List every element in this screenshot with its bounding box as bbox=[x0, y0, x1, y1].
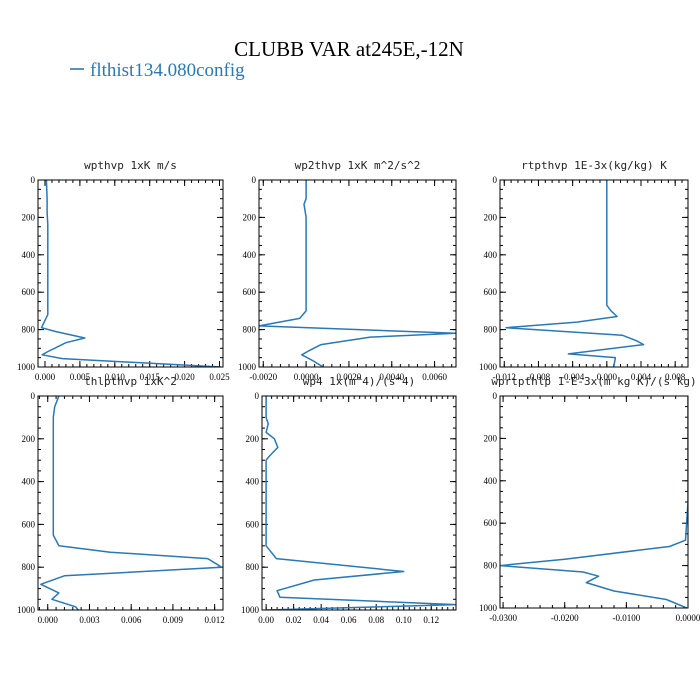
x-tick-label: 0.000 bbox=[38, 615, 59, 625]
y-tick-label: 400 bbox=[243, 250, 257, 260]
y-tick-label: 0 bbox=[493, 175, 498, 185]
plot-frame bbox=[258, 179, 457, 368]
x-tick-label: 0.10 bbox=[396, 615, 412, 625]
panel-title: thlpthvp 1xK^2 bbox=[84, 375, 177, 388]
figure-title: CLUBB VAR at245E,-12N bbox=[234, 37, 464, 61]
x-tick-label: 0.003 bbox=[79, 615, 100, 625]
legend: flthist134.080config bbox=[70, 60, 245, 81]
plot-frame bbox=[37, 395, 224, 611]
y-tick-label: 200 bbox=[484, 433, 498, 443]
profile-line bbox=[500, 396, 688, 608]
x-tick-label: 0.00 bbox=[258, 615, 274, 625]
plot-frame bbox=[499, 395, 689, 609]
x-tick-label: 0.015 bbox=[140, 372, 161, 382]
y-tick-label: 400 bbox=[484, 250, 498, 260]
y-tick-label: 1000 bbox=[17, 362, 36, 372]
y-tick-label: 400 bbox=[22, 250, 36, 260]
plot-frame bbox=[37, 179, 224, 368]
y-tick-label: 200 bbox=[22, 434, 36, 444]
x-tick-label: 0.012 bbox=[205, 615, 225, 625]
y-tick-label: 200 bbox=[246, 434, 260, 444]
y-tick-label: 800 bbox=[246, 562, 260, 572]
y-tick-label: 800 bbox=[484, 325, 498, 335]
y-tick-label: 0 bbox=[493, 391, 498, 401]
y-tick-label: 200 bbox=[243, 212, 257, 222]
profile-line bbox=[265, 396, 456, 610]
panel-title: wp2thvp 1xK m^2/s^2 bbox=[295, 159, 421, 172]
x-tick-label: 0.006 bbox=[121, 615, 142, 625]
panel-2: wp2thvp 1xK m^2/s^2 0 200 400 600 800 1000-0.0… bbox=[238, 159, 457, 382]
y-tick-label: 1000 bbox=[479, 362, 498, 372]
x-tick-label: -0.004 bbox=[561, 372, 585, 382]
x-tick-label: 0.000 bbox=[35, 372, 56, 382]
x-tick-label: 0.009 bbox=[163, 615, 184, 625]
y-tick-label: 400 bbox=[246, 477, 260, 487]
x-tick-label: 0.000 bbox=[597, 372, 618, 382]
y-tick-label: 400 bbox=[484, 476, 498, 486]
x-tick-label: 0.0020 bbox=[337, 372, 362, 382]
panel-title: wprtpthlp 1-E-3x(m kg K)/(s kg) bbox=[491, 375, 696, 388]
y-tick-label: 800 bbox=[243, 325, 257, 335]
y-tick-label: 1000 bbox=[238, 362, 257, 372]
y-tick-label: 1000 bbox=[17, 605, 36, 615]
x-tick-label: 0.0060 bbox=[422, 372, 447, 382]
x-tick-label: 0.020 bbox=[174, 372, 195, 382]
panel-3: rtpthvp 1E-3x(kg/kg) K02004006008001000-… bbox=[479, 159, 689, 382]
x-tick-label: 0.004 bbox=[631, 372, 652, 382]
y-tick-label: 600 bbox=[484, 287, 498, 297]
x-tick-label: 0.010 bbox=[105, 372, 126, 382]
x-tick-label: -0.0020 bbox=[249, 372, 277, 382]
x-tick-label: -0.008 bbox=[527, 372, 551, 382]
y-tick-label: 200 bbox=[22, 212, 36, 222]
y-tick-label: 800 bbox=[22, 562, 36, 572]
y-tick-label: 600 bbox=[246, 519, 260, 529]
y-tick-label: 1000 bbox=[479, 603, 498, 613]
y-tick-label: 800 bbox=[22, 325, 36, 335]
y-tick-label: 600 bbox=[484, 518, 498, 528]
plot-frame bbox=[499, 179, 689, 368]
x-tick-label: 0.12 bbox=[423, 615, 439, 625]
profile-line bbox=[259, 180, 456, 367]
y-tick-label: 600 bbox=[22, 287, 36, 297]
y-tick-label: 800 bbox=[484, 561, 498, 571]
y-tick-label: 600 bbox=[243, 287, 257, 297]
profile-line bbox=[40, 396, 223, 610]
y-tick-label: 1000 bbox=[241, 605, 260, 615]
panel-title: wp4 1x(m^4)/(s^4) bbox=[303, 375, 416, 388]
plot-frame bbox=[261, 395, 457, 611]
x-tick-label: 0.04 bbox=[313, 615, 329, 625]
x-tick-label: -0.0200 bbox=[551, 613, 579, 623]
x-tick-label: 0.02 bbox=[286, 615, 302, 625]
y-tick-label: 600 bbox=[22, 519, 36, 529]
y-tick-label: 0 bbox=[31, 175, 36, 185]
y-tick-label: 0 bbox=[31, 391, 36, 401]
panel-6: wprtpthlp 1-E-3x(m kg K)/(s kg) 0 200 400 60… bbox=[479, 375, 700, 623]
y-tick-label: 200 bbox=[484, 212, 498, 222]
x-tick-label: -0.012 bbox=[493, 372, 516, 382]
y-tick-label: 0 bbox=[252, 175, 257, 185]
profile-line bbox=[505, 180, 645, 367]
x-tick-label: 0.06 bbox=[341, 615, 357, 625]
x-tick-label: 0.005 bbox=[70, 372, 91, 382]
x-tick-label: 0.0040 bbox=[379, 372, 404, 382]
y-tick-label: 0 bbox=[255, 391, 260, 401]
x-tick-label: 0.0000 bbox=[676, 613, 700, 623]
panel-title: rtpthvp 1E-3x(kg/kg) K bbox=[521, 159, 667, 172]
profile-line bbox=[40, 180, 221, 367]
legend-label: flthist134.080config bbox=[90, 60, 245, 81]
x-tick-label: 0.025 bbox=[209, 372, 230, 382]
y-tick-label: 400 bbox=[22, 477, 36, 487]
x-tick-label: -0.0300 bbox=[489, 613, 517, 623]
x-tick-label: 0.0000 bbox=[294, 372, 319, 382]
x-tick-label: -0.0100 bbox=[612, 613, 640, 623]
x-tick-label: 0.08 bbox=[368, 615, 384, 625]
x-tick-label: 0.008 bbox=[665, 372, 686, 382]
panel-title: wpthvp 1xK m/s bbox=[84, 159, 177, 172]
